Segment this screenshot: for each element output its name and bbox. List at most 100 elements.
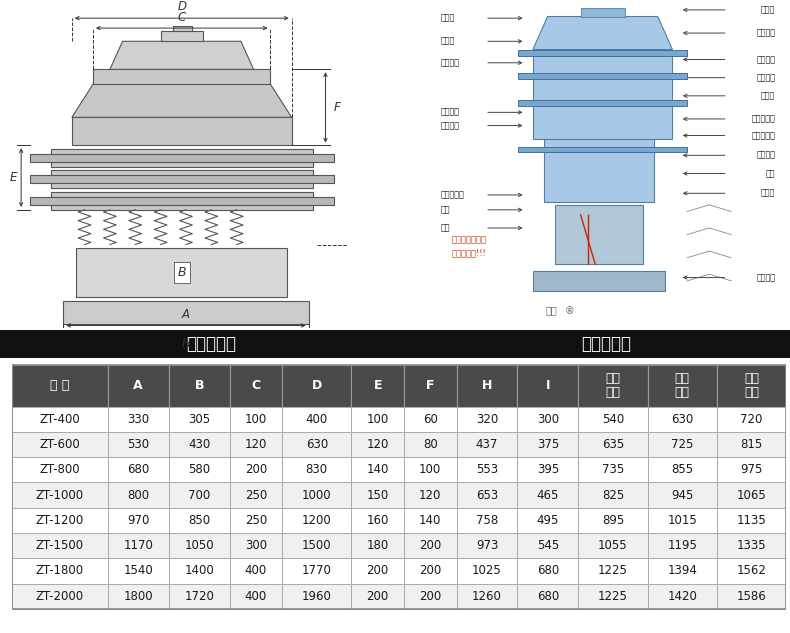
Text: 120: 120 [367,438,389,451]
Text: 580: 580 [188,463,210,476]
Text: 895: 895 [602,514,624,527]
Text: 375: 375 [536,438,559,451]
Bar [282,432,352,457]
Text: 250: 250 [245,514,267,527]
Text: 305: 305 [188,413,210,425]
Bar [517,558,578,584]
Bar [282,406,352,432]
Text: 725: 725 [671,438,694,451]
Bar [404,558,457,584]
Bar [12,533,107,558]
Text: 1200: 1200 [302,514,332,527]
Text: 1260: 1260 [472,590,502,603]
Bar [648,365,717,406]
Bar [107,482,169,508]
Bar [169,533,230,558]
Bar [63,301,309,324]
Bar [717,406,786,432]
Text: 电动机: 电动机 [761,189,775,197]
Bar [352,457,404,482]
Text: 400: 400 [245,565,267,577]
Bar [29,197,334,205]
Text: 型 号: 型 号 [50,379,70,392]
Bar [648,558,717,584]
Text: 653: 653 [476,489,498,501]
Text: 1225: 1225 [598,565,628,577]
Bar [29,175,334,184]
Bar [578,482,648,508]
Text: 1025: 1025 [472,565,502,577]
Text: 1335: 1335 [736,539,766,552]
Bar [51,192,313,210]
Text: 700: 700 [188,489,210,501]
Bar [0,330,423,358]
Text: E: E [374,379,382,392]
Bar [169,558,230,584]
Bar [107,457,169,482]
Bar [169,584,230,609]
Bar [648,432,717,457]
Bar [517,533,578,558]
Text: 680: 680 [536,590,559,603]
Text: 250: 250 [245,489,267,501]
Text: 80: 80 [423,438,438,451]
Text: 顶部框架: 顶部框架 [441,58,460,67]
Text: 1055: 1055 [598,539,628,552]
Text: 压紧环: 压紧环 [441,37,455,46]
Text: 160: 160 [367,514,389,527]
Bar [717,365,786,406]
Text: 200: 200 [419,539,442,552]
Text: 300: 300 [245,539,267,552]
Bar [282,457,352,482]
Text: 545: 545 [536,539,559,552]
Text: ZT-1800: ZT-1800 [36,565,84,577]
Text: 60: 60 [423,413,438,425]
Text: 973: 973 [476,539,498,552]
Bar [578,432,648,457]
Text: 1770: 1770 [302,565,332,577]
Bar [517,457,578,482]
Bar [169,508,230,533]
Text: E: E [9,172,17,184]
Text: I: I [546,379,550,392]
Text: 二层
高度: 二层 高度 [675,372,690,399]
Text: ZT-600: ZT-600 [40,438,81,451]
Bar [578,508,648,533]
Bar [457,508,517,533]
Text: 1225: 1225 [598,590,628,603]
Bar [352,406,404,432]
Bar [51,149,313,167]
Bar [404,508,457,533]
Text: 中部框架: 中部框架 [441,108,460,117]
Text: 1015: 1015 [668,514,697,527]
Text: 100: 100 [245,413,267,425]
Bar [230,457,282,482]
Bar [717,482,786,508]
Bar [457,406,517,432]
Text: 1420: 1420 [668,590,697,603]
Text: H: H [482,379,492,392]
Bar [517,482,578,508]
Bar [457,365,517,406]
Text: 运输用固定螺栓
试机时去掉!!!: 运输用固定螺栓 试机时去掉!!! [452,235,487,257]
Bar [12,482,107,508]
Bar [404,482,457,508]
Text: 辅助筛网: 辅助筛网 [756,55,775,64]
Text: 1586: 1586 [736,590,766,603]
Text: B: B [178,266,186,279]
Text: 945: 945 [671,489,694,501]
Bar [107,533,169,558]
Text: 1000: 1000 [302,489,332,501]
Bar [578,406,648,432]
Bar [230,482,282,508]
Bar [169,432,230,457]
Text: 850: 850 [188,514,210,527]
Bar [518,100,687,106]
Text: 680: 680 [127,463,149,476]
Text: 855: 855 [672,463,694,476]
Text: 100: 100 [419,463,442,476]
Bar [169,406,230,432]
Text: 防尘盖: 防尘盖 [441,14,455,23]
Text: B: B [194,379,204,392]
Bar [352,533,404,558]
